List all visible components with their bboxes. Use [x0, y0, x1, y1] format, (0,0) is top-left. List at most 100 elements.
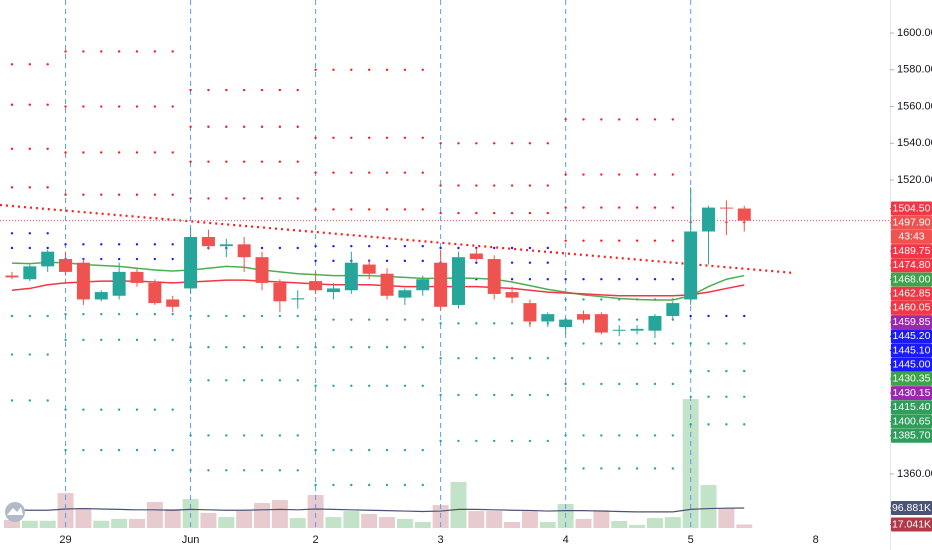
price-badge-bg [891, 315, 932, 330]
candle-body [23, 266, 37, 280]
pivot-dot [117, 312, 121, 316]
volume-bar [218, 517, 235, 528]
volume-ma-line [11, 507, 745, 513]
volume-bar [700, 485, 717, 528]
pivot-dot [618, 173, 621, 176]
price-badge-bg [891, 300, 932, 315]
candle-body [416, 279, 430, 291]
pivot-dot [582, 206, 585, 209]
price-badge-bg [891, 343, 932, 358]
pivot-dot [225, 197, 228, 200]
pivot-dot [457, 246, 460, 250]
pivot-dot [457, 357, 460, 360]
volume-bar [111, 518, 128, 528]
price-badge: 1497.90 [893, 216, 931, 228]
pivot-dot [671, 173, 675, 176]
candle-body [630, 328, 644, 331]
pivot-dot [582, 278, 585, 281]
pivot-dot [653, 239, 657, 242]
pivot-dot [707, 314, 710, 318]
pivot-dot [350, 346, 353, 349]
pivot-dot [635, 278, 639, 281]
pivot-dot [135, 338, 139, 342]
volume-bar [629, 524, 646, 528]
x-tick-label: 4 [563, 534, 569, 546]
candle-body [434, 262, 448, 307]
volume-bar [200, 512, 217, 528]
pivot-dot [10, 399, 14, 402]
volume-bar [289, 518, 306, 528]
pivot-dot [189, 434, 192, 437]
pivot-dot [153, 193, 157, 196]
pivot-dot [100, 257, 103, 261]
pivot-dot [653, 467, 657, 470]
candle-body [130, 271, 144, 283]
pivot-dot [189, 379, 192, 382]
pivot-dot [10, 246, 14, 250]
pivot-dot [510, 211, 514, 215]
pivot-dot [64, 50, 67, 53]
pivot-dot [64, 105, 67, 108]
x-tick-label: 5 [688, 534, 694, 546]
candle-body [166, 299, 180, 307]
pivot-dot [207, 434, 210, 437]
pivot-dot [10, 232, 14, 235]
pivot-dot [510, 246, 514, 250]
pivot-dot [439, 184, 442, 187]
pivot-dot [135, 105, 139, 108]
price-badge: 1474.80 [893, 259, 931, 271]
pivot-dot [100, 151, 103, 154]
y-tick-label: 1580.00 [897, 64, 932, 76]
pivot-dot [242, 469, 246, 472]
candle-body [273, 282, 287, 302]
volume-bar [414, 522, 431, 528]
pivot-dot [439, 246, 442, 250]
pivot-dot [242, 88, 246, 92]
pivot-dot [10, 314, 14, 318]
pivot-dot [510, 322, 514, 325]
pivot-dot [28, 353, 32, 356]
pivot-dot [546, 184, 549, 187]
volume-bar [646, 518, 663, 528]
pivot-dot [64, 243, 67, 246]
pivot-dot [135, 151, 139, 154]
pivot-dot [582, 434, 585, 437]
y-tick-label: 1600.00 [897, 27, 932, 39]
pivot-dot [725, 395, 728, 399]
pivot-dot [28, 103, 32, 106]
pivot-dot [600, 118, 603, 121]
pivot-dot [546, 278, 549, 281]
x-tick-label: 3 [438, 534, 444, 546]
pivot-dot [403, 259, 407, 263]
x-tick-label: 8 [813, 534, 819, 546]
pivot-dot [82, 338, 85, 342]
price-badge: 1460.05 [893, 302, 931, 314]
pivot-dot [350, 318, 353, 321]
pivot-dot [635, 342, 639, 345]
pivot-dot [618, 239, 621, 242]
pivot-dot [635, 173, 639, 176]
pivot-dot [82, 151, 85, 154]
pivot-dot [296, 346, 299, 349]
pivot-dot [743, 314, 746, 318]
pivot-dot [635, 239, 639, 242]
pivot-dot [10, 353, 14, 356]
pivot-dot [421, 384, 424, 387]
volume-bar [146, 501, 163, 528]
pivot-dot [689, 314, 692, 318]
price-badge: 1468.00 [893, 273, 931, 285]
pivot-dot [385, 208, 389, 211]
pivot-dot [46, 63, 49, 66]
candle-body [451, 257, 465, 305]
pivot-dot [171, 151, 174, 154]
pivot-dot [278, 197, 282, 200]
pivot-dot [117, 105, 121, 108]
pivot-dot [100, 50, 103, 53]
pivot-dot [189, 314, 192, 318]
pivot-dot [100, 312, 103, 316]
pivot-dot [403, 346, 407, 349]
pivot-dot [493, 357, 496, 360]
pivot-dot [82, 50, 85, 53]
pivot-dot [403, 136, 407, 139]
pivot-dot [296, 314, 299, 318]
